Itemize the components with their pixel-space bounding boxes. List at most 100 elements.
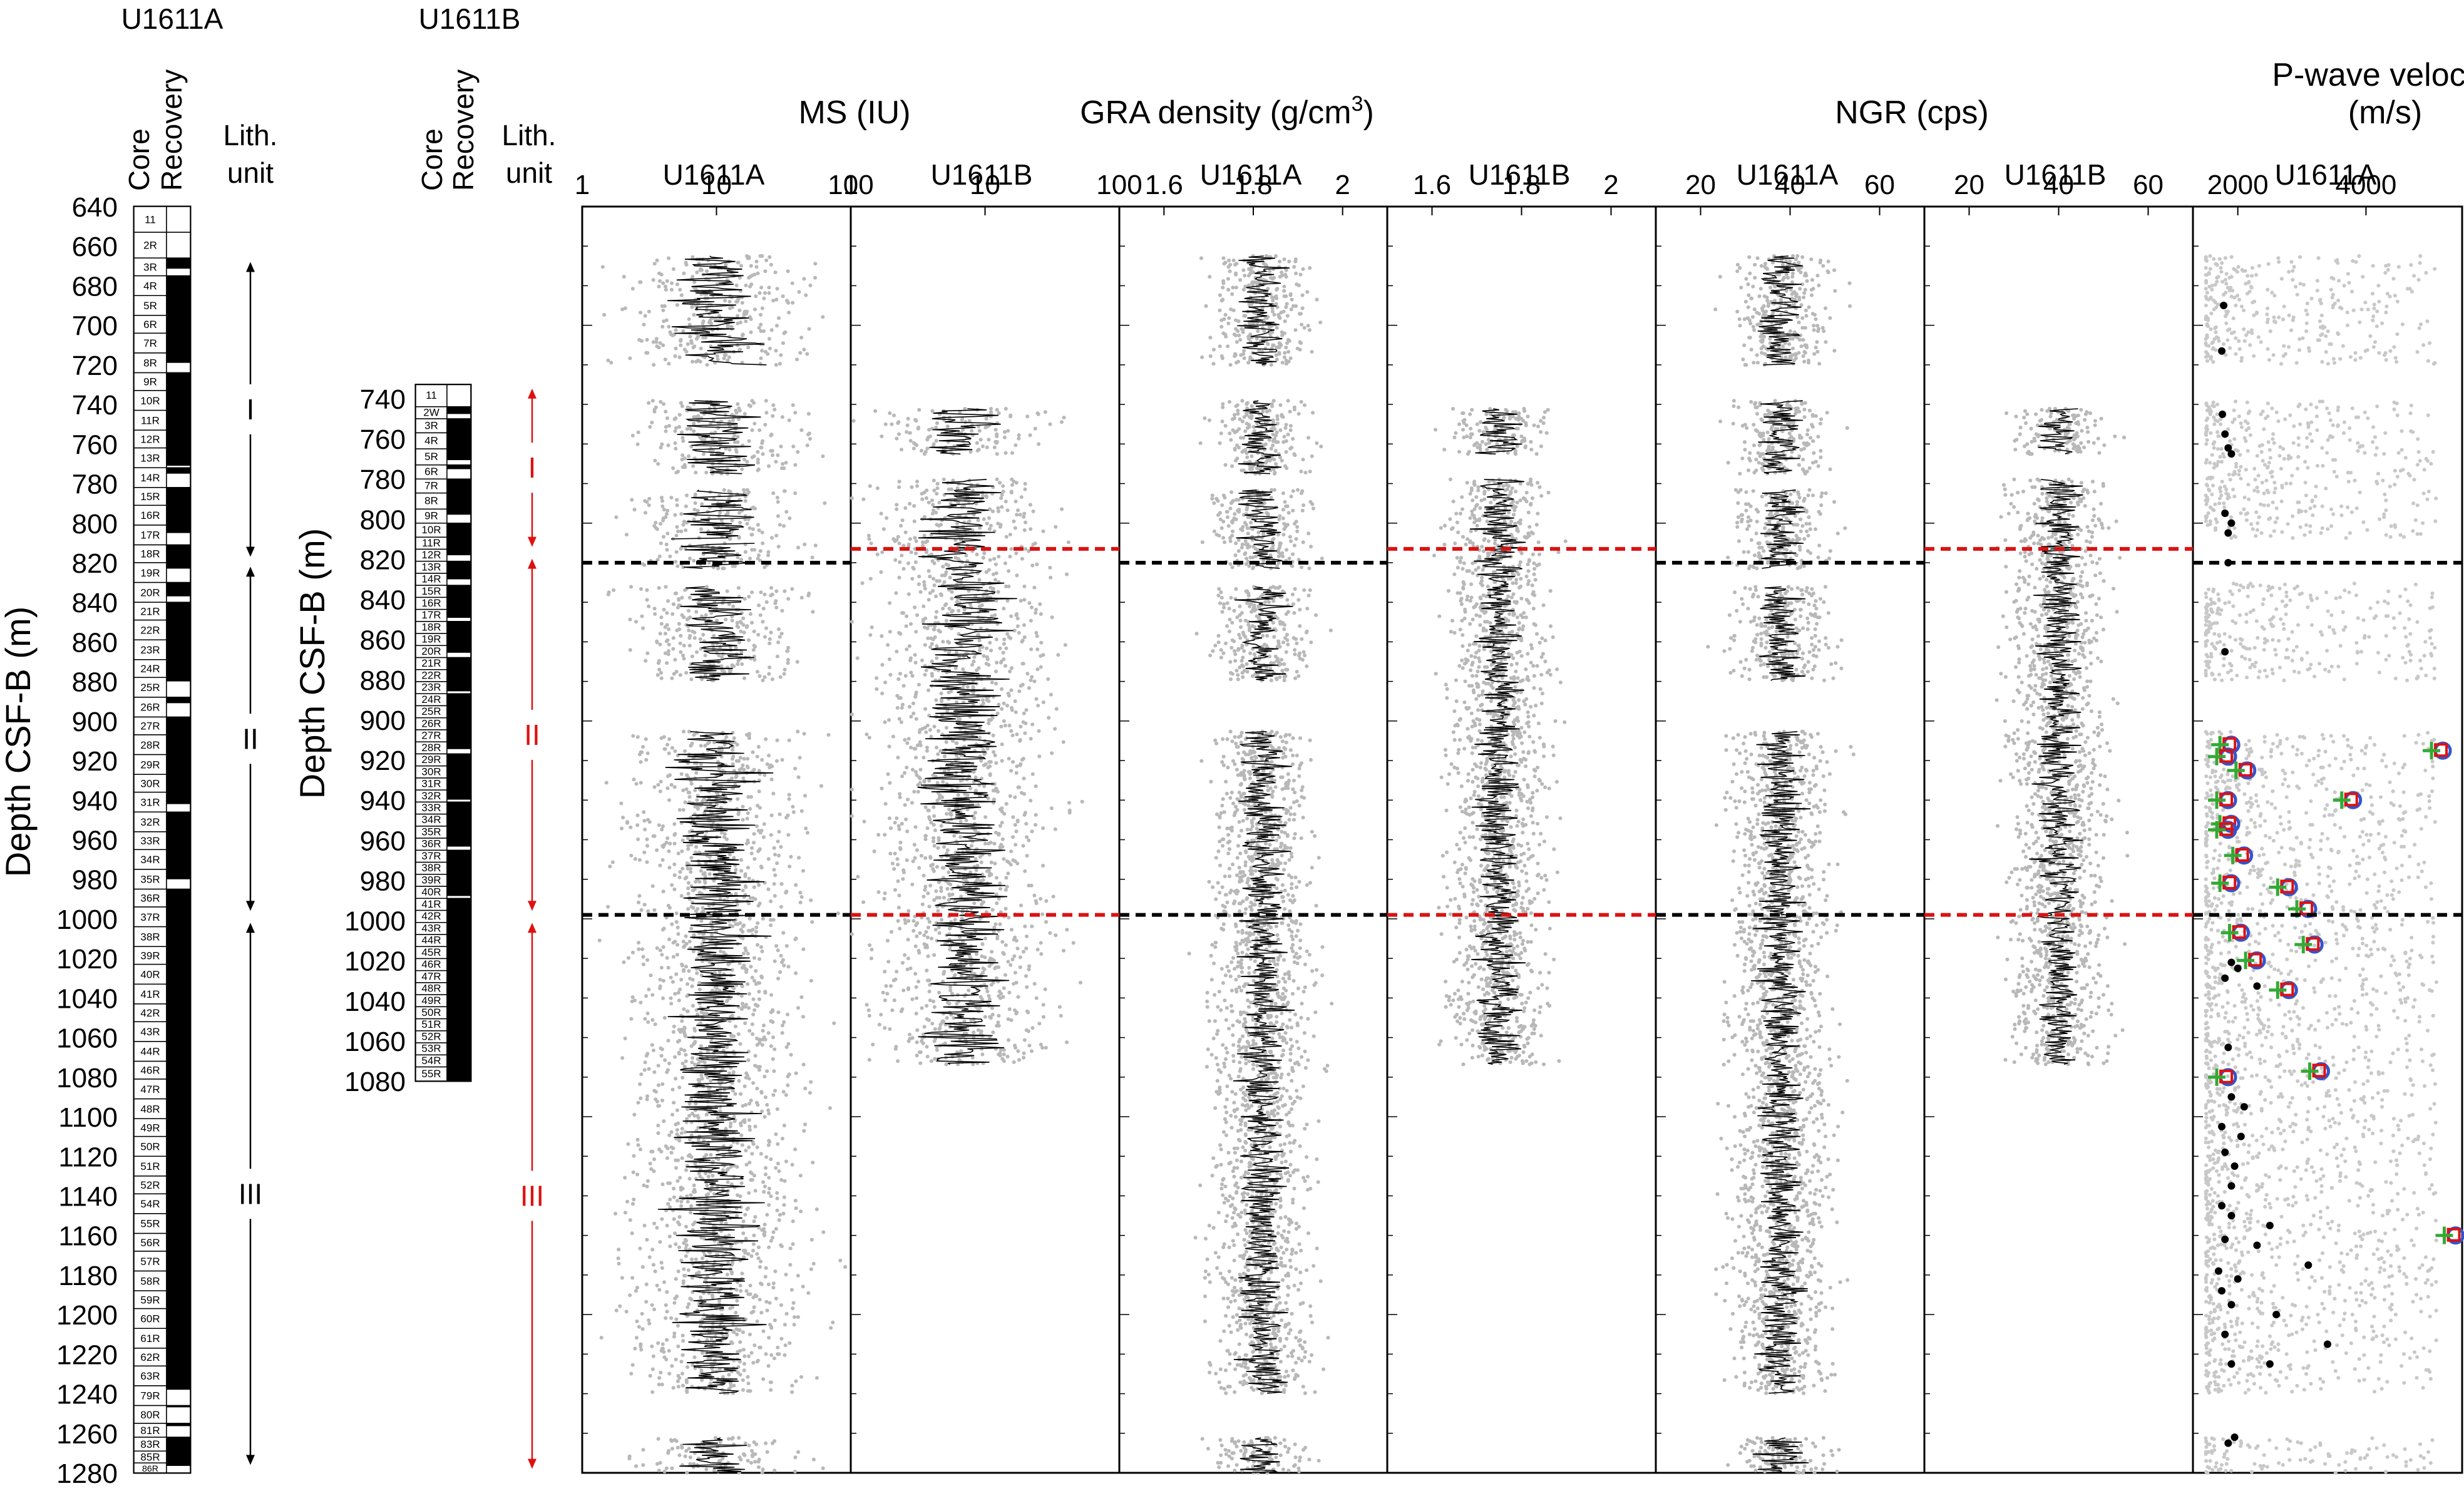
core-recovery-fill [447, 682, 471, 692]
depth-tick-label: 780 [72, 469, 118, 500]
pwave-discrete-point [2221, 430, 2229, 438]
core-recovery-fill [167, 717, 190, 735]
core-label: 2R [143, 240, 157, 252]
core-recovery-fill [447, 754, 471, 766]
core-recovery-fill [447, 585, 471, 598]
core-label: 57R [140, 1256, 160, 1268]
core-label: 55R [421, 1068, 441, 1080]
core-recovery-fill [447, 433, 471, 449]
gra-header: GRA density (g/cm3) [1080, 92, 1374, 131]
core-label: 26R [140, 702, 160, 714]
core-recovery-fill [167, 562, 190, 569]
core-label: 8R [143, 357, 157, 369]
core-label: 62R [140, 1351, 160, 1363]
core-label: 27R [421, 730, 441, 742]
core-label: 3R [424, 419, 438, 431]
core-label-cell [133, 1251, 167, 1272]
core-label: 40R [421, 886, 441, 898]
depth-tick-label: 860 [72, 627, 118, 658]
x-tick-label: 40 [2043, 170, 2074, 200]
b-recovery-header-core: Core [416, 128, 448, 191]
core-recovery-fill [447, 922, 471, 935]
a-lith-header-1: Lith. [223, 119, 278, 151]
core-label: 7R [424, 479, 438, 491]
pwave-discrete-point [2253, 982, 2261, 990]
core-label: 58R [140, 1275, 160, 1287]
core-recovery-fill [447, 523, 471, 538]
depth-tick-label: 1200 [56, 1300, 118, 1331]
core-recovery-fill [167, 964, 190, 985]
core-recovery-fill [167, 1348, 190, 1366]
gra-header-text: GRA density (g/cm [1080, 95, 1351, 131]
depth-tick-label: 920 [360, 745, 406, 776]
pwave-discrete-point [2219, 410, 2227, 418]
core-recovery-cell [166, 232, 191, 259]
core-label: 22R [140, 624, 160, 636]
depth-tick-label: 920 [72, 746, 118, 777]
core-label: 20R [421, 645, 441, 657]
core-label-cell [133, 1213, 167, 1234]
core-label-cell [133, 869, 167, 890]
depth-tick-label: 640 [72, 192, 118, 223]
core-recovery-fill [447, 814, 471, 826]
depth-tick-label: 1000 [344, 906, 406, 937]
ms-header: MS (IU) [798, 95, 910, 131]
core-recovery-fill [167, 1022, 190, 1042]
depth-tick-label: 880 [72, 667, 118, 698]
x-tick-label: 1 [575, 170, 590, 200]
core-recovery-fill [167, 1233, 190, 1251]
core-recovery-fill [167, 1328, 190, 1348]
core-label: 81R [140, 1425, 160, 1437]
core-label: 28R [421, 742, 441, 754]
lith-unit-label: I [528, 451, 536, 484]
pwave-discrete-point [2266, 1360, 2274, 1368]
core-recovery-fill [167, 926, 190, 947]
core-label-cell [133, 1328, 167, 1349]
core-label-cell [133, 372, 167, 391]
core-recovery-fill [447, 970, 471, 983]
gra-a-subheader: U1611A [1200, 158, 1302, 191]
core-label: 17R [421, 609, 441, 621]
core-recovery-fill [447, 406, 471, 414]
core-label: 31R [140, 796, 160, 808]
core-label: 10R [140, 395, 160, 407]
core-label: 18R [421, 621, 441, 633]
core-label: 80R [140, 1409, 160, 1421]
core-recovery-fill [447, 1007, 471, 1019]
core-recovery-fill [167, 295, 190, 315]
x-tick-label: 20 [1954, 170, 1984, 200]
core-recovery-fill [167, 774, 190, 792]
core-label: 61R [140, 1333, 160, 1345]
pwave-background-points [2204, 254, 2438, 1475]
ngr-a-subheader: U1611A [1737, 158, 1839, 191]
core-recovery-fill [167, 697, 190, 704]
core-recovery-fill [447, 729, 471, 742]
data-line [1751, 255, 1811, 1473]
core-label: 22R [421, 669, 441, 681]
core-label: 35R [421, 826, 441, 838]
core-label-cell [133, 791, 167, 812]
panel-6: 2000 4000 [2192, 170, 2464, 1475]
core-label: 41R [421, 898, 441, 910]
core-label: 33R [140, 835, 160, 847]
core-recovery-fill [447, 982, 471, 995]
core-recovery-fill [167, 1136, 190, 1157]
core-recovery-fill [167, 946, 190, 965]
x-tick-label: 2 [1335, 170, 1350, 200]
panel-2: 1.6 1.8 2 [1118, 170, 1389, 1475]
pwave-discrete-point [2224, 444, 2232, 452]
core-recovery-fill [447, 838, 471, 847]
core-recovery-fill [167, 831, 190, 850]
core-label-cell [133, 1290, 167, 1309]
scatter-points [1432, 407, 1568, 1067]
core-recovery-fill [447, 1030, 471, 1043]
core-label-cell [415, 384, 448, 407]
pwave-discrete-point [2221, 648, 2229, 656]
core-recovery-fill [447, 777, 471, 791]
depth-tick-label: 1140 [58, 1181, 118, 1212]
panel-5: 20 40 60 [1923, 170, 2194, 1474]
pwave-discrete-point [2221, 1148, 2229, 1156]
pwave-discrete-point [2218, 347, 2226, 355]
ms-a-subheader: U1611A [663, 158, 765, 191]
x-tick-label: 1.8 [1502, 170, 1541, 200]
